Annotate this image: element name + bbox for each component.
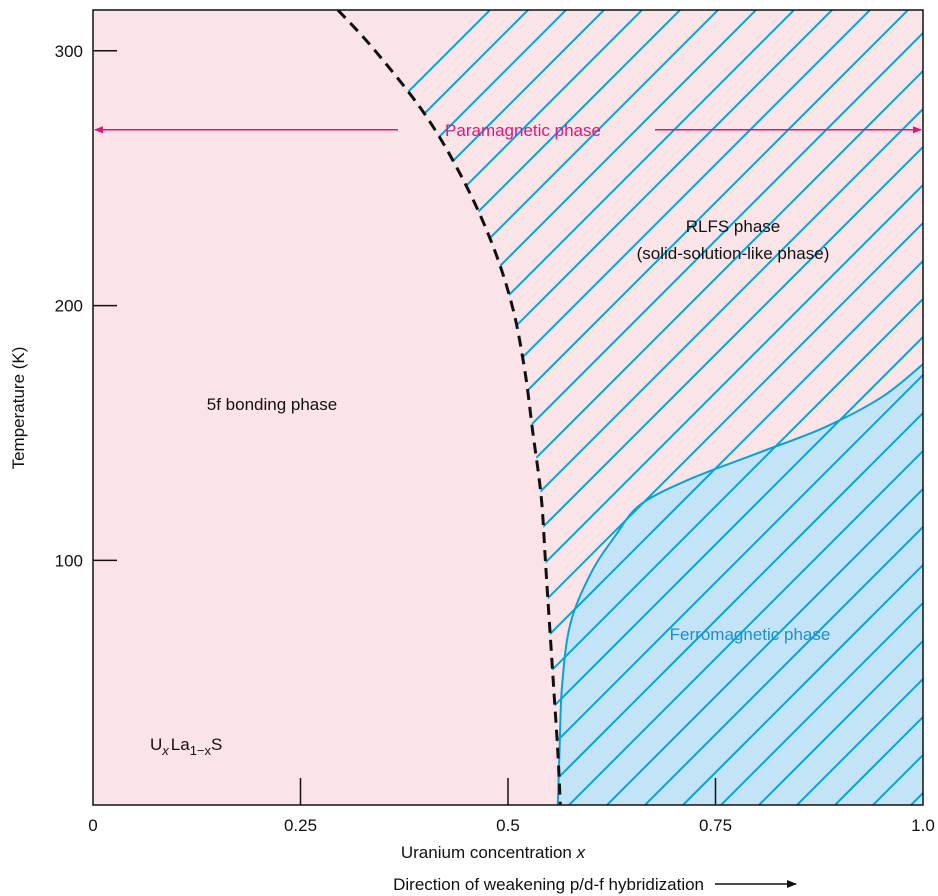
hatch-line	[337, 10, 653, 805]
rlfs-phase-sublabel: (solid-solution-like phase)	[637, 244, 830, 263]
rlfs-phase-label: RLFS phase	[686, 217, 781, 236]
paramagnetic-phase-label: Paramagnetic phase	[445, 121, 601, 140]
hatch-line	[473, 10, 923, 805]
hatch-line	[587, 10, 923, 805]
hatch-line	[511, 10, 923, 805]
x-tick-label: 0	[88, 816, 97, 835]
hatch-line	[337, 10, 729, 805]
x-tick-label: 1.0	[911, 816, 935, 835]
y-axis-title: Temperature (K)	[9, 347, 28, 470]
x-tick-label: 0.5	[496, 816, 520, 835]
x-tick-label: 0.25	[284, 816, 317, 835]
hatch-line	[701, 10, 923, 805]
hatch-line	[337, 10, 923, 805]
y-tick-label: 100	[55, 551, 83, 570]
hatch-line	[549, 10, 923, 805]
ferromagnetic-boundary	[556, 363, 923, 805]
hatch-line	[739, 10, 923, 805]
y-ticks: 100 200 300	[55, 42, 117, 570]
hatch-line	[663, 10, 923, 805]
hatch-line	[337, 10, 691, 805]
hatch-line	[625, 10, 923, 805]
hatch-line	[337, 10, 923, 805]
hatch-line	[337, 10, 923, 805]
y-tick-label: 300	[55, 42, 83, 61]
compound-label: Ux La1−xS	[150, 735, 222, 758]
ferromagnetic-phase-label: Ferromagnetic phase	[670, 625, 831, 644]
5f-bonding-phase-label: 5f bonding phase	[207, 395, 337, 414]
x-tick-label: 0.75	[699, 816, 732, 835]
x-axis-title: Uranium concentration x	[401, 843, 586, 862]
hatch-line	[435, 10, 923, 805]
x-ticks: 0 0.25 0.5 0.75 1.0	[88, 778, 935, 835]
hatch-line	[337, 10, 767, 805]
direction-label: Direction of weakening p/d-f hybridizati…	[393, 875, 704, 894]
y-tick-label: 200	[55, 297, 83, 316]
hatch-line	[930, 0, 938, 896]
hatch-line	[337, 10, 615, 805]
